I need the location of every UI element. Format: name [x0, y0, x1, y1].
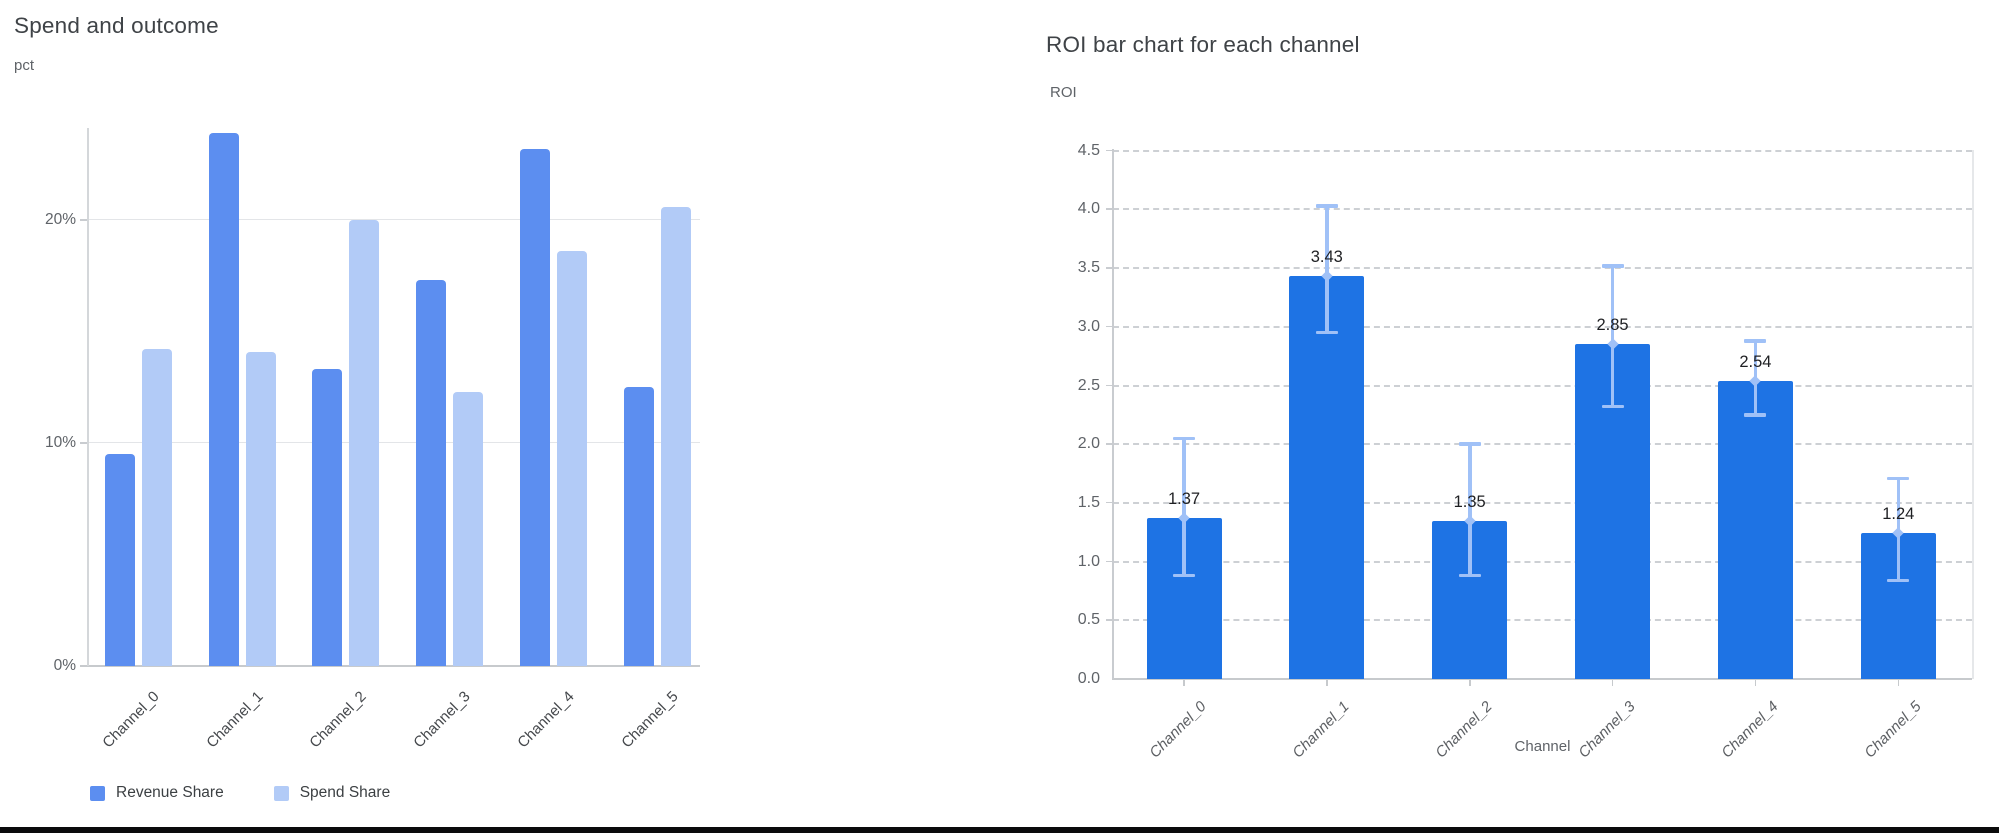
bar-revenue-share: [208, 133, 239, 666]
bar-spend-share: [142, 349, 172, 666]
legend-label: Spend Share: [299, 784, 391, 801]
error-cap-top: [1458, 442, 1481, 446]
legend-swatch: [90, 785, 105, 801]
bar-spend-share: [453, 391, 484, 666]
right-y-tick: [1106, 267, 1113, 269]
legend-item: Spend Share: [273, 784, 391, 802]
left-gridline: [88, 442, 700, 443]
error-bar: [1610, 265, 1615, 407]
right-y-tick: [1106, 325, 1113, 328]
bar-value-label: 3.43: [1310, 248, 1343, 267]
error-cap-bottom: [1887, 578, 1910, 583]
left-y-tick: [80, 219, 88, 221]
right-gridline: [1113, 560, 1972, 563]
left-y-axis-line: [87, 128, 89, 666]
left-y-tick: [80, 442, 88, 444]
right-y-tick: [1106, 149, 1113, 152]
error-bar: [1182, 438, 1186, 576]
right-gridline: [1113, 443, 1972, 446]
right-y-tick-label: 4.5: [1077, 141, 1100, 159]
right-plot-border: [1972, 150, 1974, 679]
right-y-tick: [1106, 501, 1113, 504]
left-chart-title: Spend and outcome: [14, 13, 219, 38]
bar-spend-share: [245, 351, 276, 666]
roi-bar: [1717, 380, 1793, 679]
error-cap-bottom: [1744, 413, 1767, 417]
right-y-tick-label: 1.0: [1077, 552, 1100, 570]
right-x-tick: [1183, 680, 1185, 686]
right-y-tick-label: 2.0: [1077, 435, 1100, 453]
right-gridline: [1113, 501, 1972, 504]
bar-value-label: 1.37: [1167, 490, 1201, 509]
right-x-tick: [1326, 680, 1328, 686]
right-gridline: [1113, 325, 1972, 328]
error-cap-top: [1173, 436, 1195, 441]
right-y-tick: [1106, 384, 1113, 386]
right-x-tick: [1897, 680, 1899, 686]
right-x-tick: [1754, 680, 1757, 686]
right-gridline: [1113, 267, 1972, 270]
right-gridline: [1113, 384, 1972, 387]
bar-value-label: 2.85: [1596, 316, 1629, 335]
bar-revenue-share: [623, 387, 654, 667]
left-y-axis-unit-label: pct: [14, 57, 35, 74]
error-cap-bottom: [1173, 573, 1195, 578]
right-chart-title: ROI bar chart for each channel: [1046, 32, 1360, 57]
left-y-tick-label: 10%: [44, 434, 76, 451]
legend-swatch: [273, 785, 289, 801]
error-cap-top: [1315, 204, 1338, 208]
right-y-tick-label: 0.0: [1077, 670, 1100, 687]
bar-revenue-share: [312, 369, 343, 666]
left-x-axis-baseline: [80, 665, 700, 667]
right-y-tick: [1106, 443, 1113, 445]
left-y-tick-label: 20%: [44, 211, 76, 228]
right-y-tick: [1106, 619, 1113, 621]
error-bar: [1325, 205, 1329, 333]
error-cap-bottom: [1601, 404, 1624, 409]
bar-spend-share: [660, 206, 691, 666]
bar-value-label: 1.35: [1453, 492, 1486, 511]
right-y-tick: [1106, 208, 1113, 210]
left-y-tick-label: 0%: [53, 657, 76, 674]
left-gridline: [88, 219, 700, 220]
right-y-tick-label: 0.5: [1077, 611, 1100, 629]
right-y-tick-label: 4.0: [1077, 200, 1100, 218]
bar-spend-share: [349, 220, 380, 666]
left-legend: Revenue Share Spend Share: [90, 784, 390, 802]
right-gridline: [1113, 149, 1972, 152]
bar-value-label: 1.24: [1882, 505, 1915, 524]
bar-spend-share: [556, 251, 587, 666]
right-x-tick: [1469, 680, 1471, 686]
bar-revenue-share: [416, 280, 447, 666]
bar-value-label: 2.54: [1739, 352, 1772, 371]
bar-revenue-share: [519, 148, 550, 666]
error-cap-top: [1744, 339, 1767, 343]
right-x-axis-title: Channel: [1514, 738, 1571, 755]
error-bar: [1468, 444, 1472, 576]
right-x-tick: [1611, 680, 1614, 686]
right-y-axis-line: [1112, 149, 1114, 679]
roi-bar: [1289, 276, 1365, 679]
bottom-border: [0, 827, 1999, 833]
right-gridline: [1113, 619, 1972, 622]
right-y-tick-label: 3.0: [1077, 317, 1100, 335]
error-cap-top: [1887, 476, 1910, 480]
legend-label: Revenue Share: [116, 784, 224, 801]
right-y-axis-unit-label: ROI: [1050, 84, 1077, 101]
error-cap-bottom: [1315, 330, 1338, 335]
right-y-tick-label: 1.5: [1077, 493, 1100, 511]
error-cap-bottom: [1458, 573, 1481, 578]
right-x-axis-baseline: [1112, 678, 1972, 680]
right-y-tick: [1106, 560, 1113, 563]
right-y-tick-label: 3.5: [1077, 259, 1100, 277]
error-cap-top: [1601, 264, 1624, 268]
right-gridline: [1113, 208, 1972, 211]
bar-revenue-share: [105, 454, 135, 666]
right-y-tick-label: 2.5: [1077, 376, 1100, 394]
legend-item: Revenue Share: [90, 784, 224, 802]
